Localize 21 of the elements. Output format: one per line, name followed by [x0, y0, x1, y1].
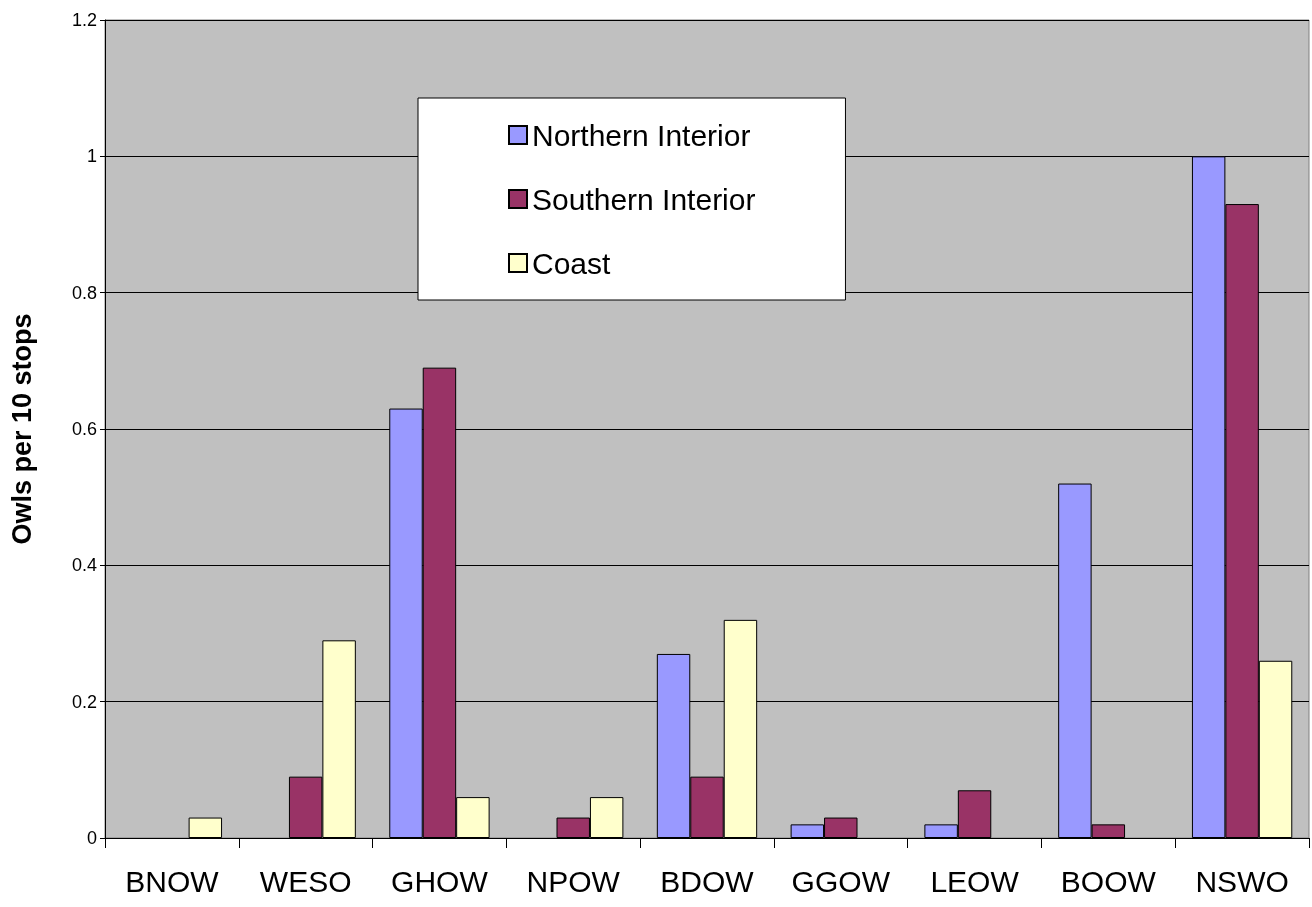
y-tick-label: 0.2	[71, 691, 97, 712]
y-axis-title: Owls per 10 stops	[6, 313, 37, 545]
x-tick-label: BOOW	[1060, 864, 1157, 898]
bar	[188, 817, 223, 838]
x-tick-label: GGOW	[791, 864, 891, 898]
y-tick-label: 1	[86, 146, 97, 167]
y-tick-label: 0.8	[71, 282, 97, 303]
legend-label: Coast	[532, 246, 612, 280]
x-tick-label: BDOW	[660, 864, 755, 898]
y-tick-label: 0.6	[71, 419, 97, 439]
legend-label: Southern Interior	[532, 182, 756, 216]
legend-label: Northern Interior	[532, 118, 751, 152]
x-tick-label: GHOW	[391, 864, 489, 898]
x-tick-label: WESO	[259, 864, 352, 898]
x-tick-label: BNOW	[125, 864, 220, 898]
y-tick-label: 1.2	[71, 10, 97, 30]
x-tick-label: LEOW	[930, 864, 1020, 898]
x-tick-label: NSWO	[1195, 864, 1289, 898]
x-tick-label: NPOW	[526, 864, 621, 898]
y-tick-label: 0	[86, 828, 97, 848]
y-tick-label: 0.4	[71, 555, 97, 576]
